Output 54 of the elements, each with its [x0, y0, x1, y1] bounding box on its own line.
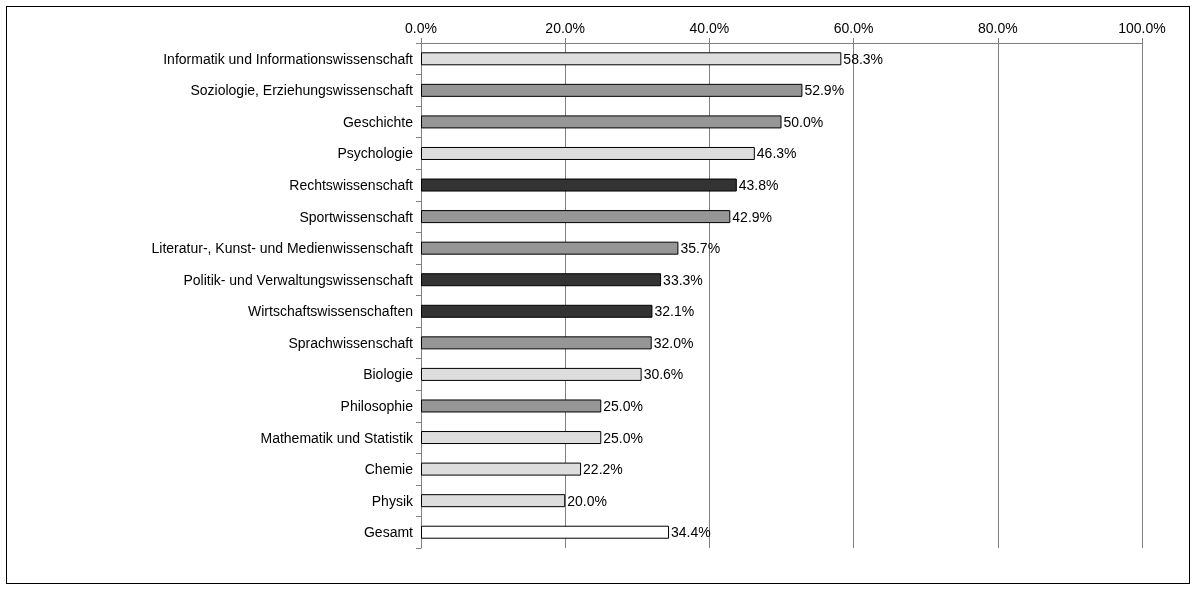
y-tick-label: Soziologie, Erziehungswissenschaft [190, 82, 414, 99]
x-tick-label: 40.0% [689, 20, 730, 36]
y-tick-label: Literatur-, Kunst- und Medienwissenschaft [151, 240, 414, 257]
y-tick-label: Rechtswissenschaft [289, 177, 414, 194]
y-tick-label: Sprachwissenschaft [288, 334, 414, 351]
data-label: 50.0% [783, 113, 824, 130]
data-label: 58.3% [843, 50, 884, 67]
y-tick-label: Philosophie [340, 397, 414, 414]
data-label: 34.4% [671, 524, 711, 541]
data-label: 30.6% [643, 366, 684, 383]
data-label: 32.0% [653, 334, 694, 351]
data-label: 46.3% [756, 145, 797, 162]
data-label: 20.0% [567, 492, 607, 509]
y-tick-label: Gesamt [363, 524, 414, 541]
bar [421, 273, 662, 287]
y-tick-label: Geschichte [342, 113, 414, 130]
bar [421, 52, 842, 66]
y-tick-label: Mathematik und Statistik [260, 429, 414, 446]
bar [421, 210, 731, 224]
bar [421, 431, 602, 445]
data-label: 42.9% [732, 208, 773, 225]
y-tick-label: Physik [371, 492, 414, 509]
bar [421, 115, 782, 129]
bar [421, 241, 679, 255]
bar [421, 304, 653, 318]
y-tick-label: Sportwissenschaft [299, 208, 414, 225]
y-tick-label: Chemie [364, 461, 414, 478]
bar [421, 525, 670, 539]
x-tick-label: 100.0% [1118, 20, 1166, 36]
data-label: 43.8% [738, 177, 779, 194]
x-tick-label: 80.0% [977, 20, 1018, 36]
bar [421, 178, 737, 192]
bar [421, 399, 602, 413]
data-label: 22.2% [583, 461, 623, 478]
bar [421, 336, 652, 350]
bar [421, 462, 582, 476]
y-tick-label: Politik- und Verwaltungswissenschaft [183, 271, 414, 288]
y-tick-label: Wirtschaftswissenschaften [248, 303, 413, 320]
data-label: 25.0% [603, 429, 643, 446]
x-tick-label: 60.0% [833, 20, 874, 36]
bar [421, 83, 803, 97]
data-label: 33.3% [663, 271, 703, 288]
bar [421, 494, 566, 508]
data-label: 32.1% [654, 303, 695, 320]
y-tick-label: Biologie [363, 366, 414, 383]
x-tick-label: 20.0% [545, 20, 586, 36]
bar [421, 146, 755, 160]
y-tick-label: Informatik und Informationswissenschaft [163, 50, 414, 67]
data-label: 52.9% [804, 82, 845, 99]
bar [421, 367, 642, 381]
data-label: 25.0% [603, 397, 643, 414]
x-tick-label: 0.0% [405, 20, 437, 36]
y-tick-label: Psychologie [337, 145, 414, 162]
data-label: 35.7% [680, 240, 721, 257]
